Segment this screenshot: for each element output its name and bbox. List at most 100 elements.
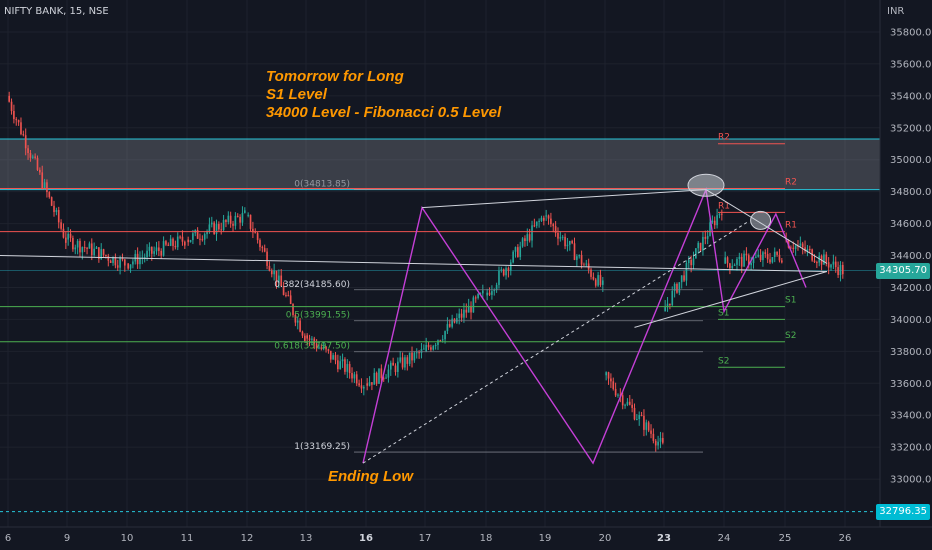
candle-body — [776, 251, 778, 255]
candle-body — [823, 254, 825, 265]
candle-body — [561, 236, 564, 238]
candle-body — [306, 335, 309, 339]
candle-body — [736, 259, 738, 265]
candle-body — [601, 280, 604, 285]
candle-body — [46, 182, 48, 193]
candle-body — [547, 215, 550, 219]
candle-body — [165, 241, 167, 245]
symbol-title[interactable]: NIFTY BANK, 15, NSE — [4, 6, 109, 17]
candle-body — [738, 256, 741, 260]
candle-body — [470, 305, 472, 313]
candle-body — [626, 401, 629, 405]
candle-body — [559, 237, 562, 239]
candle-body — [743, 253, 745, 267]
candle-body — [528, 234, 531, 241]
candle-body — [334, 355, 337, 361]
x-tick-label: 10 — [121, 533, 134, 544]
candle-body — [36, 157, 39, 170]
candle-body — [617, 394, 619, 396]
candle-body — [493, 289, 496, 292]
candle-body — [303, 335, 306, 341]
candle-body — [557, 232, 559, 239]
candle-body — [434, 344, 437, 347]
candle-body — [329, 350, 332, 360]
candle-body — [491, 291, 493, 295]
candle-body — [222, 220, 225, 231]
candle-body — [832, 261, 835, 265]
candle-body — [34, 156, 36, 158]
candle-body — [261, 247, 264, 249]
candle-body — [90, 243, 93, 256]
candle-body — [339, 361, 342, 370]
candle-body — [155, 247, 158, 252]
pivot-label: R1 — [718, 201, 730, 211]
candle-body — [592, 276, 595, 280]
candle-body — [83, 247, 86, 249]
candle-body — [711, 220, 714, 223]
candle-body — [726, 257, 729, 264]
candle-body — [373, 372, 376, 385]
candle-body — [355, 374, 358, 384]
candle-body — [215, 223, 218, 235]
candle-body — [158, 247, 160, 251]
candle-body — [801, 243, 804, 248]
candle-body — [360, 385, 363, 389]
candle-body — [389, 362, 392, 370]
candle-body — [507, 268, 510, 271]
y-tick-label: 34400.00 — [890, 251, 932, 262]
candle-body — [249, 214, 252, 229]
candle-body — [129, 264, 132, 269]
x-tick-label: 19 — [539, 533, 552, 544]
candle-body — [72, 237, 74, 250]
candle-body — [406, 357, 409, 364]
candle-body — [790, 247, 792, 249]
candle-body — [605, 372, 608, 376]
candle-body — [542, 217, 545, 221]
candle-body — [659, 438, 662, 442]
candle-body — [341, 359, 344, 362]
candle-body — [387, 369, 390, 378]
candle-body — [98, 247, 100, 259]
ending-low-note: Ending Low — [328, 468, 413, 485]
candle-body — [107, 256, 110, 261]
candle-body — [764, 252, 767, 254]
candle-body — [160, 250, 163, 256]
candle-body — [287, 295, 290, 297]
pivot-label: R2 — [785, 177, 797, 187]
candle-body — [432, 346, 435, 350]
candle-body — [48, 192, 51, 198]
candle-body — [225, 220, 227, 223]
x-tick-label: 9 — [64, 533, 70, 544]
candle-body — [799, 243, 802, 246]
candle-body — [315, 343, 318, 349]
candle-body — [573, 243, 576, 260]
candle-body — [241, 212, 244, 223]
candle-body — [327, 349, 330, 351]
candle-body — [337, 360, 339, 370]
candle-body — [526, 234, 529, 242]
fib-level-label: 1(33169.25) — [294, 442, 350, 452]
x-tick-label: 24 — [718, 533, 731, 544]
candle-body — [702, 236, 704, 251]
candle-body — [282, 286, 285, 295]
candle-body — [664, 307, 667, 312]
candle-body — [57, 210, 60, 223]
x-tick-label: 25 — [779, 533, 792, 544]
candle-body — [552, 224, 555, 227]
candle-body — [666, 303, 669, 308]
candle-body — [718, 213, 721, 216]
candle-body — [521, 238, 524, 247]
candle-body — [254, 232, 257, 234]
candle-body — [590, 269, 592, 277]
y-tick-label: 33800.00 — [890, 347, 932, 358]
candle-body — [139, 257, 141, 265]
candle-body — [580, 255, 583, 265]
candle-body — [683, 275, 685, 281]
candle-body — [55, 210, 58, 213]
candle-body — [203, 234, 206, 240]
candle-body — [358, 383, 360, 386]
candle-body — [571, 241, 573, 244]
candle-body — [806, 249, 809, 252]
candle-body — [201, 239, 204, 241]
candle-body — [509, 262, 512, 271]
